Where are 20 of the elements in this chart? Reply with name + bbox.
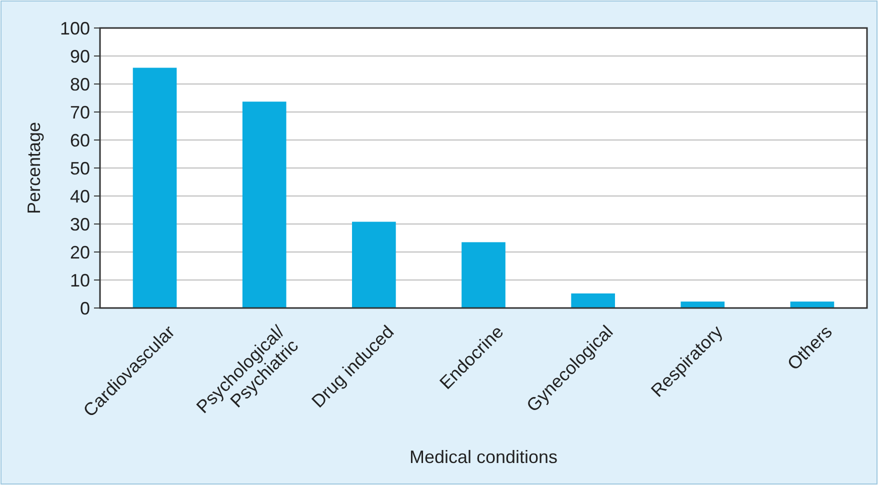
y-tick-label: 20 <box>70 242 90 262</box>
y-tick-label: 60 <box>70 130 90 150</box>
x-axis-title: Medical conditions <box>409 447 558 467</box>
bar <box>462 242 506 308</box>
y-axis-title: Percentage <box>24 122 44 214</box>
y-tick-label: 80 <box>70 74 90 94</box>
bar <box>132 68 177 308</box>
bar <box>352 222 396 308</box>
bar <box>680 302 725 308</box>
y-tick-label: 100 <box>60 18 90 38</box>
y-tick-label: 70 <box>70 102 90 122</box>
y-tick-label: 40 <box>70 186 90 206</box>
y-tick-label: 90 <box>70 46 90 66</box>
y-tick-label: 30 <box>70 214 90 234</box>
bar <box>242 102 286 308</box>
y-tick-label: 10 <box>70 270 90 290</box>
y-tick-label: 0 <box>80 298 90 318</box>
bar <box>571 293 615 308</box>
bar <box>790 302 834 308</box>
y-tick-label: 50 <box>70 158 90 178</box>
